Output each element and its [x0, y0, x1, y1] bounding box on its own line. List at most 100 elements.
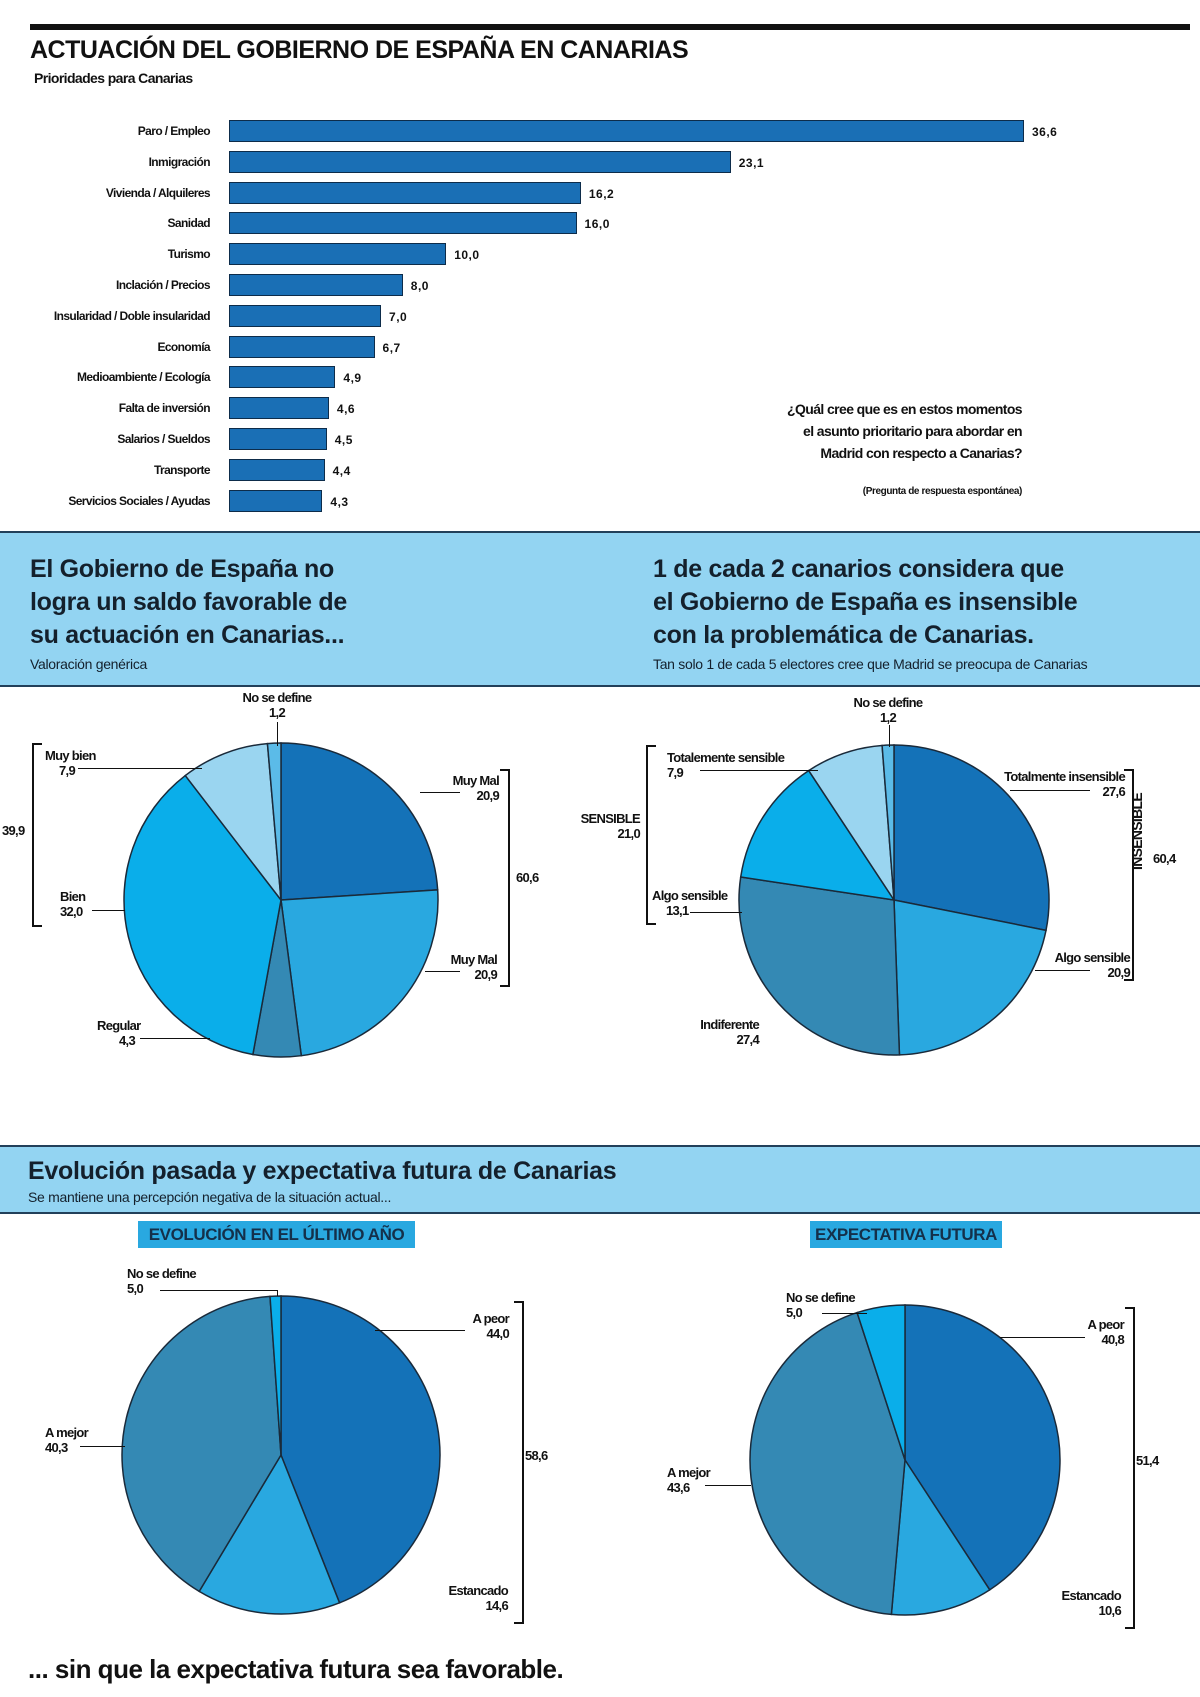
- left-title-line: su actuación en Canarias...: [30, 621, 345, 649]
- pie1-label-muy-mal-2: Muy Mal 20,9: [450, 952, 498, 982]
- pie4-label-no-se-define: No se define 5,0: [786, 1290, 856, 1320]
- right-title-line: con la problemática de Canarias.: [653, 621, 1034, 649]
- pie3-label-no-se-define: No se define 5,0: [127, 1266, 197, 1296]
- section-3-subtitle: Se mantiene una percepción negativa de l…: [28, 1189, 392, 1205]
- priorities-bar-chart: Paro / Empleo 36,6 Inmigración 23,1 Vivienda…: [0, 0, 1200, 520]
- bar-value-label: 4,9: [343, 371, 362, 386]
- bar: [229, 335, 375, 358]
- pie-slice-a-peor: [280, 1295, 441, 1604]
- pie-slice-totalmente-insensible: [893, 744, 1050, 932]
- pie1-label-muy-bien: Muy bien 7,9: [45, 748, 96, 778]
- pie-slice-algo-sensible: [893, 899, 1047, 1056]
- pie1-label-regular: Regular 4,3: [97, 1018, 141, 1048]
- bar-category-label: Salarios / Sueldos: [117, 432, 210, 446]
- right-title-line: 1 de cada 2 canarios considera que: [653, 555, 1064, 583]
- evolucion-header: EVOLUCIÓN EN EL ÚLTIMO AÑO: [138, 1221, 415, 1248]
- bar-value-label: 4,4: [332, 463, 351, 478]
- right-subtitle: Tan solo 1 de cada 5 electores cree que …: [653, 656, 1088, 672]
- bar-category-label: Sanidad: [167, 216, 211, 231]
- bracket-insensible: [1124, 769, 1134, 981]
- pie1-group-favorable: 39,9: [2, 823, 25, 838]
- pie2-group-sensible: SENSIBLE 21,0: [580, 811, 641, 841]
- leader-line: [78, 768, 202, 769]
- pie-slice-a-mejor: [121, 1295, 282, 1593]
- leader-line: [1010, 790, 1090, 791]
- pie-slice-estancado: [198, 1453, 341, 1615]
- pie-slice-muy-bien: [184, 742, 282, 903]
- leader-line: [889, 725, 890, 747]
- bar-category-label: Vivienda / Alquileres: [105, 185, 211, 200]
- pie-slice-no-se-define: [266, 742, 282, 901]
- question-note: (Pregunta de respuesta espontánea): [862, 486, 1023, 497]
- pie1-group-unfavorable: 60,6: [516, 870, 539, 885]
- bar-category-label: Inmigración: [148, 154, 211, 169]
- bar: [229, 150, 731, 173]
- pie2-label-indiferente: Indiferente 27,4: [700, 1017, 759, 1047]
- pie-slice-muy-mal: [280, 742, 439, 901]
- leader-line: [1000, 1337, 1085, 1338]
- leader-line: [160, 1290, 278, 1291]
- bracket-sensible: [646, 745, 656, 925]
- leader-line: [1035, 970, 1090, 971]
- section-3-header: Evolución pasada y expectativa futura de…: [0, 1145, 1200, 1214]
- bar-value-label: 4,3: [330, 494, 349, 509]
- bar: [229, 489, 323, 512]
- left-heading: El Gobierno de España no logra un saldo …: [30, 553, 347, 672]
- pie4-label-a-mejor: A mejor 43,6: [667, 1465, 711, 1495]
- pie-slice-a-mejor: [749, 1311, 906, 1616]
- bar: [229, 212, 577, 235]
- pie2-label-algo-sensible: Algo sensible 13,1: [652, 888, 728, 918]
- leader-line: [277, 1290, 278, 1296]
- pie-slice-estancado: [890, 1457, 991, 1616]
- bar-value-label: 36,6: [1032, 125, 1058, 139]
- bar-category-label: Medioambiente / Ecología: [77, 370, 211, 385]
- leader-line: [700, 770, 818, 771]
- pie-slice-no-se-define: [856, 1304, 906, 1461]
- survey-question: ¿Quál cree que es en estos momentos el a…: [682, 398, 1023, 464]
- pie-slice-no-se-define: [881, 744, 895, 901]
- left-title-line: logra un saldo favorable de: [30, 588, 347, 616]
- bar: [229, 181, 581, 204]
- pie-slice-bien: [123, 774, 282, 1056]
- right-title-line: el Gobierno de España es insensible: [653, 588, 1078, 616]
- leader-line: [375, 1330, 465, 1331]
- pie4-label-a-peor: A peor 40,8: [1087, 1317, 1125, 1347]
- bracket-negative: [514, 1301, 524, 1624]
- leader-line: [705, 1485, 751, 1486]
- leader-line: [277, 722, 278, 746]
- bar: [229, 428, 327, 450]
- bar: [229, 397, 329, 420]
- bar-value-label: 10,0: [454, 248, 480, 263]
- pie1-label-no-se-define: No se define 1,2: [242, 690, 313, 720]
- bar-category-label: Inclación / Precios: [116, 278, 211, 292]
- page-subtitle: Prioridades para Canarias: [34, 70, 193, 86]
- bar: [229, 274, 403, 296]
- bar-category-label: Turismo: [167, 247, 211, 262]
- bracket-unfavorable: [500, 769, 510, 987]
- bar-value-label: 6,7: [382, 340, 401, 355]
- top-rule: [30, 24, 1190, 30]
- bar-value-label: 4,5: [334, 433, 353, 447]
- pie3-label-estancado: Estancado 14,6: [448, 1583, 509, 1613]
- bar-category-label: Transporte: [153, 462, 211, 477]
- left-subtitle: Valoración genérica: [30, 656, 148, 672]
- bar-value-label: 7,0: [389, 309, 408, 324]
- right-heading: 1 de cada 2 canarios considera que el Go…: [653, 553, 1088, 672]
- footer-text: ... sin que la expectativa futura sea fa…: [28, 1654, 564, 1684]
- bar-category-label: Economía: [157, 339, 210, 354]
- section-2-header: El Gobierno de España no logra un saldo …: [0, 531, 1200, 687]
- pie-slice-muy-mal: [280, 889, 439, 1057]
- bar: [229, 366, 336, 389]
- pie2-group-insensible-value: 60,4: [1153, 851, 1176, 866]
- bar-category-label: Paro / Empleo: [137, 124, 211, 138]
- question-line: Madrid con respecto a Canarias?: [820, 445, 1022, 461]
- bar: [229, 120, 1024, 142]
- bar-value-label: 16,2: [588, 186, 615, 201]
- pie-slice-no-se-define: [269, 1295, 282, 1456]
- left-title-line: El Gobierno de España no: [30, 555, 334, 583]
- leader-line: [92, 910, 125, 911]
